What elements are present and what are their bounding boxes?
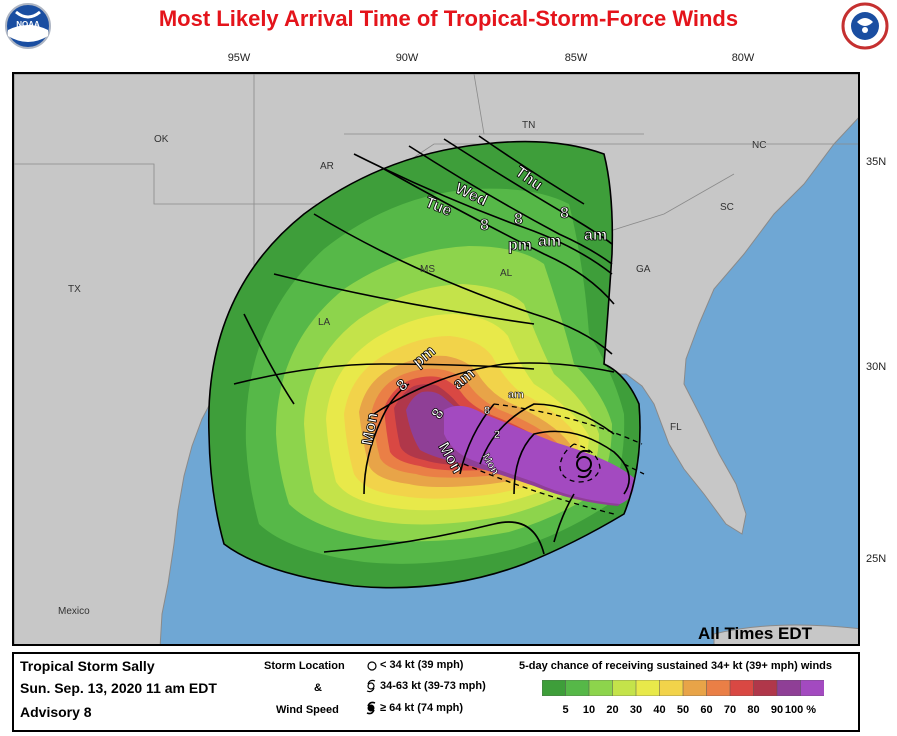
forecast-cone bbox=[463, 403, 645, 515]
state-label-ga: GA bbox=[636, 264, 651, 275]
lat-label-30n: 30N bbox=[866, 361, 887, 373]
page-title: Most Likely Arrival Time of Tropical-Sto… bbox=[158, 6, 739, 31]
probability-label: 70 bbox=[723, 704, 737, 716]
state-label-tn: TN bbox=[522, 120, 535, 131]
time-label-thu-am: am bbox=[584, 227, 607, 244]
wind-speed-heading: Wind Speed bbox=[276, 704, 339, 716]
time-label-thu-8: 8 bbox=[560, 205, 569, 222]
hurricane-icon bbox=[366, 701, 376, 715]
state-label-ms: MS bbox=[420, 264, 435, 275]
legend-item-tropical-storm: 34-63 kt (39-73 mph) bbox=[380, 680, 486, 692]
lon-label-80w: 80W bbox=[731, 52, 755, 64]
probability-swatch bbox=[800, 680, 824, 696]
probability-swatch bbox=[542, 680, 567, 696]
probability-label: 90 bbox=[770, 704, 784, 716]
time-label-small-8: 8 bbox=[484, 405, 490, 417]
probability-label: 30 bbox=[629, 704, 643, 716]
state-label-tx: TX bbox=[68, 284, 81, 295]
advisory-date: Sun. Sep. 13, 2020 11 am EDT bbox=[20, 680, 217, 696]
tropical-storm-symbol-icon bbox=[576, 449, 592, 479]
probability-swatch bbox=[659, 680, 684, 696]
probability-label: 10 bbox=[582, 704, 596, 716]
arrival-contours bbox=[207, 135, 641, 589]
all-times-label: All Times EDT bbox=[698, 624, 812, 643]
probability-label: 60 bbox=[700, 704, 713, 716]
cuba-island bbox=[713, 624, 858, 644]
country-label-mexico: Mexico bbox=[58, 606, 90, 617]
probability-swatch bbox=[753, 680, 778, 696]
tropical-storm-icon bbox=[366, 679, 376, 693]
time-label-tue-8: 8 bbox=[480, 217, 489, 234]
probability-swatch bbox=[706, 680, 731, 696]
probability-swatch bbox=[588, 680, 614, 696]
probability-swatch bbox=[729, 680, 755, 696]
probability-swatch bbox=[612, 680, 637, 696]
probability-swatch bbox=[776, 680, 802, 696]
lon-label-85w: 85W bbox=[564, 52, 588, 64]
open-circle-icon bbox=[367, 661, 377, 671]
legend-item-hurricane: ≥ 64 kt (74 mph) bbox=[380, 702, 464, 714]
probability-swatch bbox=[565, 680, 590, 696]
lon-label-90w: 90W bbox=[395, 52, 419, 64]
legend-footer: Tropical Storm Sally Sun. Sep. 13, 2020 … bbox=[12, 652, 860, 732]
state-label-ar: AR bbox=[320, 161, 334, 172]
forecast-map: OK TN NC AR SC MS AL GA TX LA FL Mexico … bbox=[12, 72, 860, 646]
ampersand-label: & bbox=[314, 682, 322, 694]
probability-swatch bbox=[682, 680, 708, 696]
probability-label: 20 bbox=[606, 704, 619, 716]
state-labels: OK TN NC AR SC MS AL GA TX LA FL Mexico bbox=[58, 120, 766, 617]
storm-name: Tropical Storm Sally bbox=[20, 658, 155, 674]
state-label-fl: FL bbox=[670, 422, 682, 433]
svg-text:NOAA: NOAA bbox=[16, 20, 40, 29]
time-label-wed-am: am bbox=[538, 233, 561, 250]
nws-logo-icon bbox=[841, 2, 889, 50]
time-label-mon-left: Mon bbox=[359, 411, 381, 446]
probability-title: 5-day chance of receiving sustained 34+ … bbox=[519, 660, 832, 672]
lon-label-95w: 95W bbox=[227, 52, 251, 64]
state-label-la: LA bbox=[318, 317, 331, 328]
probability-label: 100 % bbox=[784, 704, 817, 716]
legend-item-weak: < 34 kt (39 mph) bbox=[380, 659, 464, 671]
probability-label: 80 bbox=[747, 704, 760, 716]
lat-label-25n: 25N bbox=[866, 553, 887, 565]
probability-label: 40 bbox=[653, 704, 666, 716]
state-label-al: AL bbox=[500, 268, 513, 279]
probability-swatch bbox=[635, 680, 661, 696]
advisory-number: Advisory 8 bbox=[20, 704, 92, 720]
time-label-wed-8: 8 bbox=[514, 211, 523, 228]
state-label-sc: SC bbox=[720, 202, 734, 213]
storm-location-heading: Storm Location bbox=[264, 660, 345, 672]
lat-label-35n: 35N bbox=[866, 156, 887, 168]
state-label-ok: OK bbox=[154, 134, 169, 145]
probability-label: 5 bbox=[562, 704, 569, 716]
time-label-small-am: am bbox=[508, 389, 524, 401]
time-label-small-2: 2 bbox=[494, 429, 500, 441]
state-label-nc: NC bbox=[752, 140, 766, 151]
time-label-tue-pm: pm bbox=[508, 237, 532, 254]
probability-label: 50 bbox=[676, 704, 690, 716]
noaa-logo-icon: NOAA bbox=[5, 3, 51, 49]
probability-shading bbox=[208, 141, 640, 588]
probability-color-bar bbox=[542, 680, 824, 696]
